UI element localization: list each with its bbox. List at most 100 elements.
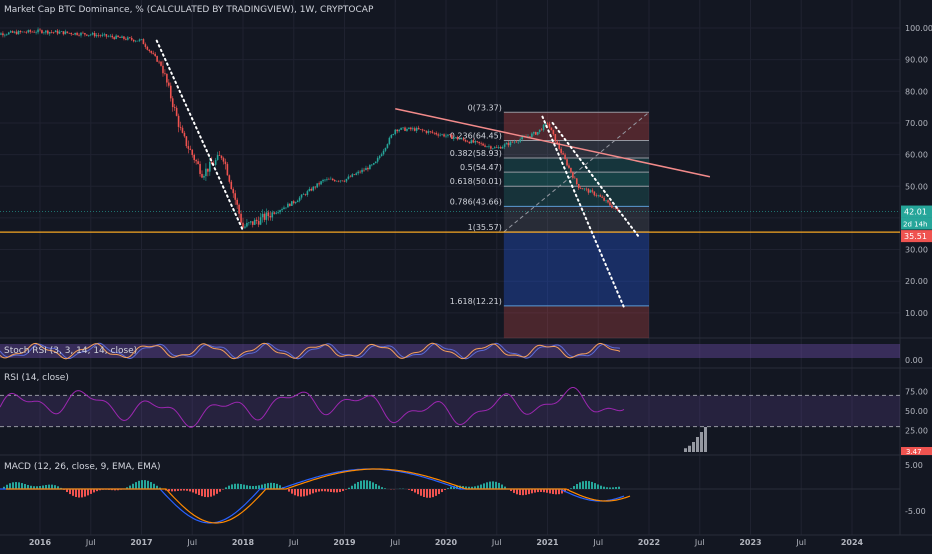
macd-histogram-bar [147,481,149,489]
candle-body [174,107,176,108]
candle-body [84,33,86,34]
fib-level-label: 0.618(50.01) [450,177,502,186]
candle-body [232,189,234,193]
candle-body [500,147,502,149]
candle-body [535,132,537,135]
macd-histogram-bar [144,480,146,489]
macd-histogram-bar [246,485,248,489]
candle-body [463,138,465,139]
macd-histogram-bar [372,482,374,489]
candle-body [398,130,400,131]
candle-body [480,143,482,144]
candle-body [191,150,193,155]
candle-body [506,143,508,144]
candle-body [461,138,463,139]
candle-body [293,201,295,203]
candle-body [186,136,188,146]
candle-body [352,174,354,177]
macd-histogram-bar [81,489,83,497]
macd-histogram-bar [180,489,182,491]
candle-body [601,197,603,198]
candle-body [517,142,519,143]
macd-histogram-bar [618,487,620,489]
macd-histogram-bar [579,482,581,489]
candle-body [238,205,240,214]
macd-label: MACD (12, 26, close, 9, EMA, EMA) [4,462,161,472]
time-axis-label: 2019 [333,538,356,547]
macd-histogram-bar [429,489,431,498]
macd-histogram-bar [132,484,134,489]
candle-body [336,181,338,182]
candle-body [72,34,74,35]
candle-body [392,134,394,135]
candle-body [223,158,225,161]
macd-histogram-bar [228,486,230,489]
candle-body [256,220,258,221]
candle-body [404,127,406,130]
macd-histogram-bar [300,489,302,497]
macd-histogram-bar [216,489,218,494]
candle-body [209,162,211,172]
candle-body [197,161,199,164]
candle-body [359,172,361,173]
candle-body [127,37,129,39]
fib-zone [504,306,649,338]
candle-body [68,33,70,34]
candle-body [328,179,330,180]
macd-histogram-bar [138,481,140,489]
candle-body [287,204,289,208]
candle-body [266,212,268,219]
candle-body [268,212,270,216]
macd-histogram-bar [597,484,599,489]
candle-body [595,195,597,196]
candle-body [199,164,201,174]
candle-body [451,135,453,139]
candle-body [297,201,299,202]
candle-body [63,31,65,34]
macd-histogram-bar [528,489,530,494]
candle-body [94,33,96,36]
candle-body [457,137,459,139]
candle-body [508,143,510,145]
candle-body [420,129,422,130]
candle-body [502,147,504,149]
macd-histogram-bar [321,489,323,491]
macd-histogram-bar [336,489,338,492]
candle-body [381,154,383,156]
macd-histogram-bar [588,481,590,489]
candle-body [225,162,227,164]
candle-body [147,47,149,50]
candle-body [131,38,133,40]
macd-histogram-bar [516,489,518,494]
candle-body [260,217,262,224]
candle-body [51,32,53,33]
macd-histogram-bar [414,489,416,493]
time-axis-label: 2023 [739,538,761,547]
price-axis-label: 60.00 [905,151,928,160]
candle-body [160,62,162,66]
macd-histogram-bar [360,481,362,489]
macd-histogram-bar [582,481,584,489]
macd-histogram-bar [600,486,602,489]
macd-histogram-bar [192,489,194,492]
macd-histogram-bar [252,486,254,489]
macd-histogram-bar [255,486,257,489]
candle-body [578,184,580,188]
time-axis-label: Jul [85,538,96,547]
candle-body [184,133,186,136]
macd-histogram-bar [495,482,497,489]
candle-body [172,98,174,107]
candle-body [100,35,102,36]
candle-body [207,169,209,172]
macd-histogram-bar [348,488,350,489]
candle-body [2,33,4,35]
macd-histogram-bar [90,489,92,494]
candle-body [322,180,324,181]
macd-histogram-bar [12,482,14,489]
candle-body [309,189,311,191]
candle-body [318,183,320,184]
candle-body [178,116,180,127]
macd-histogram-bar [411,489,413,491]
macd-histogram-bar [318,489,320,492]
macd-histogram-bar [177,489,179,491]
